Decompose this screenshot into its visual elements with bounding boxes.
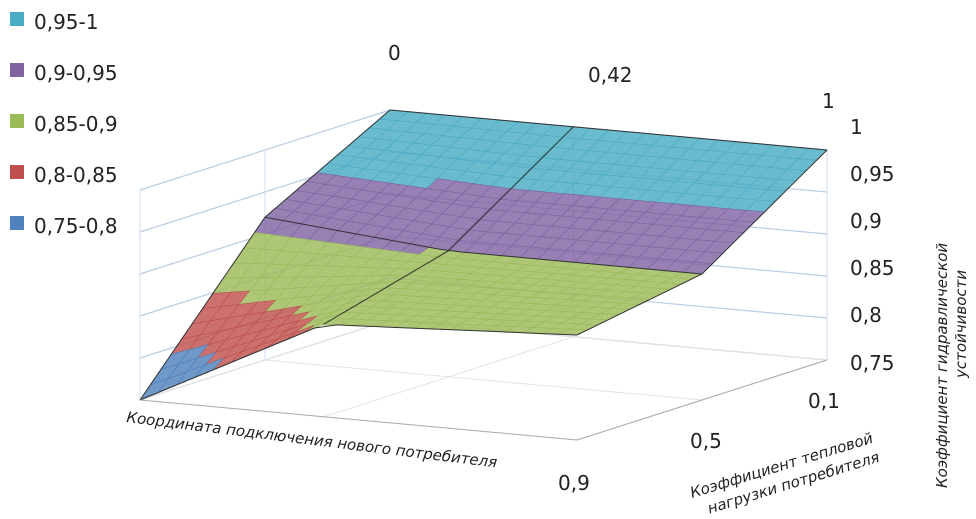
floor-gridline: [323, 336, 574, 418]
surface-mesh-line: [389, 109, 828, 151]
depth-axis-line: [576, 359, 828, 441]
z-tick-label: 0,75: [850, 351, 895, 375]
legend-swatch: [10, 165, 24, 179]
z-tick-label: 0,95: [850, 162, 895, 186]
legend-label: 0,9-0,95: [34, 61, 118, 85]
x-tick-label: 0: [388, 41, 401, 65]
z-axis-title-line: устойчивости: [952, 270, 970, 379]
z-tick-label: 0,85: [850, 256, 895, 280]
z-tick-label: 0,9: [850, 209, 882, 233]
z-axis-title-line: Коэффициент гидравлической: [933, 243, 951, 488]
depth-tick-label: 0,1: [808, 389, 840, 413]
legend-label: 0,8-0,85: [34, 163, 118, 187]
x-axis-title: Координата подключения нового потребител…: [126, 408, 499, 471]
surface-mesh-line: [576, 149, 828, 336]
surface-mesh-line: [139, 324, 578, 401]
chart-surface: [139, 109, 828, 401]
x-tick-label: 0,42: [588, 63, 633, 87]
floor-gridline: [264, 359, 703, 401]
depth-tick-label: 0,9: [558, 471, 590, 495]
surface-mesh-line: [139, 109, 391, 401]
legend-label: 0,95-1: [34, 10, 98, 34]
z-tick-label: 1: [850, 115, 863, 139]
x-axis-line: [139, 399, 578, 441]
legend-swatch: [10, 63, 24, 77]
surface-mesh-line: [323, 126, 574, 325]
surface-mesh-line: [264, 216, 703, 275]
legend-label: 0,75-0,8: [34, 214, 118, 238]
legend-label: 0,85-0,9: [34, 112, 118, 136]
legend-swatch: [10, 216, 24, 230]
legend-swatch: [10, 12, 24, 26]
depth-tick-label: 0,5: [690, 429, 722, 453]
legend-swatch: [10, 114, 24, 128]
floor-gridline: [139, 319, 391, 401]
x-tick-label: 1: [822, 89, 835, 113]
z-tick-label: 0,8: [850, 303, 882, 327]
z-axis-title: Коэффициент гидравлической устойчивости: [933, 243, 970, 488]
chart-axes: [139, 359, 828, 441]
chart-legend: 0,95-1 0,9-0,95 0,85-0,9 0,8-0,85 0,75-0…: [10, 10, 118, 238]
